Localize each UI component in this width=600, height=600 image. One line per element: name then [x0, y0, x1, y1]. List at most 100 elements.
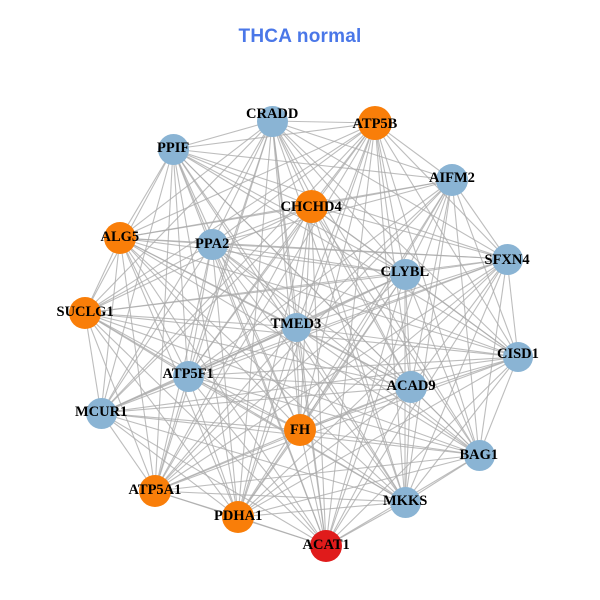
- graph-node-atp5a1[interactable]: [139, 475, 171, 507]
- graph-edge: [187, 375, 239, 518]
- graph-edge: [154, 454, 480, 492]
- graph-edge: [211, 243, 301, 431]
- graph-edge: [84, 312, 102, 414]
- graph-edge: [310, 205, 508, 260]
- graph-node-ppif[interactable]: [157, 133, 189, 165]
- graph-node-label-sfxn4: SFXN4: [484, 251, 530, 268]
- graph-node-label-clybl: CLYBL: [380, 263, 430, 280]
- graph-node-aifm2[interactable]: [436, 164, 468, 196]
- graph-edge: [310, 205, 412, 388]
- graph-node-bag1[interactable]: [463, 439, 495, 471]
- graph-edge: [154, 490, 406, 503]
- graph-edge: [237, 454, 480, 518]
- graph-edge: [410, 258, 508, 388]
- graph-edge: [506, 258, 519, 358]
- graph-node-mkks[interactable]: [389, 486, 421, 518]
- graph-node-label-suclg1: SUCLG1: [56, 303, 114, 320]
- graph-edge: [211, 205, 312, 245]
- graph-node-pdha1[interactable]: [222, 501, 254, 533]
- graph-node-label-atp5f1: ATP5F1: [162, 365, 214, 382]
- graph-node-label-cisd1: CISD1: [497, 345, 539, 362]
- graph-edge: [237, 273, 406, 518]
- graph-edge: [374, 122, 519, 358]
- graph-node-chchd4[interactable]: [294, 189, 328, 223]
- graph-node-alg5[interactable]: [104, 222, 136, 254]
- graph-edge: [271, 120, 453, 181]
- graph-edge: [119, 237, 327, 547]
- graph-edge: [187, 356, 519, 377]
- graph-edge: [187, 205, 312, 377]
- graph-edge: [84, 258, 508, 314]
- graph-edge: [187, 375, 412, 388]
- graph-edge: [211, 243, 406, 275]
- graph-edge: [295, 258, 508, 328]
- graph-edge: [100, 412, 239, 518]
- graph-edge: [119, 205, 312, 239]
- graph-edge: [84, 312, 327, 547]
- graph-edge: [172, 148, 508, 260]
- graph-edge: [119, 237, 480, 456]
- graph-edge: [172, 148, 312, 207]
- graph-node-acad9[interactable]: [395, 371, 427, 403]
- graph-node-label-mcur1: MCUR1: [75, 403, 128, 420]
- graph-edge: [119, 148, 174, 239]
- graph-edge: [187, 375, 480, 456]
- graph-node-cisd1[interactable]: [503, 342, 533, 372]
- graph-edge: [172, 148, 453, 181]
- graph-edge: [100, 120, 273, 414]
- graph-edge: [404, 179, 453, 275]
- graph-edge: [100, 412, 327, 547]
- graph-node-clybl[interactable]: [389, 258, 421, 290]
- graph-node-atp5b[interactable]: [358, 106, 392, 140]
- graph-edge: [119, 237, 406, 503]
- graph-edge: [271, 120, 406, 275]
- graph-edge: [404, 273, 519, 358]
- graph-edge: [325, 258, 508, 547]
- graph-edge: [100, 205, 312, 414]
- graph-edge: [172, 148, 189, 377]
- graph-node-label-alg5: ALG5: [100, 228, 140, 245]
- graph-edge: [478, 258, 508, 456]
- graph-edge: [154, 356, 519, 492]
- graph-node-label-aifm2: AIFM2: [429, 169, 475, 186]
- graph-edge: [154, 122, 376, 492]
- graph-node-ppa2[interactable]: [196, 228, 228, 260]
- graph-edge: [299, 429, 480, 456]
- graph-node-tmed3[interactable]: [281, 312, 311, 342]
- graph-node-fh[interactable]: [284, 414, 316, 446]
- graph-edge: [84, 312, 297, 328]
- graph-edge: [84, 120, 273, 314]
- graph-edge: [299, 429, 406, 503]
- graph-node-label-fh: FH: [290, 421, 311, 438]
- graph-node-label-ppa2: PPA2: [195, 235, 230, 252]
- graph-edge: [404, 356, 519, 503]
- graph-node-mcur1[interactable]: [85, 397, 117, 429]
- graph-edge: [154, 205, 312, 492]
- graph-edge: [295, 326, 301, 431]
- graph-edge: [100, 356, 519, 414]
- graph-edge: [84, 312, 480, 456]
- graph-edge: [404, 179, 453, 503]
- graph-node-suclg1[interactable]: [69, 297, 101, 329]
- graph-edge: [211, 243, 508, 260]
- graph-edge: [154, 326, 297, 492]
- graph-edge: [119, 237, 406, 275]
- graph-node-sfxn4[interactable]: [491, 243, 523, 275]
- graph-node-label-tmed3: TMED3: [270, 315, 322, 332]
- graph-edge: [237, 258, 508, 518]
- graph-edge: [404, 386, 412, 503]
- graph-edge: [295, 326, 480, 456]
- graph-edge: [404, 273, 480, 456]
- graph-node-atp5f1[interactable]: [172, 360, 204, 392]
- graph-edge: [299, 429, 327, 547]
- graph-node-acat1[interactable]: [310, 530, 342, 562]
- graph-node-label-pdha1: PDHA1: [214, 507, 263, 524]
- graph-edge: [374, 122, 406, 503]
- graph-edge: [325, 386, 412, 547]
- graph-node-cradd[interactable]: [256, 105, 288, 137]
- graph-edge: [172, 148, 406, 275]
- graph-edge: [271, 120, 412, 388]
- graph-edge: [237, 429, 301, 518]
- graph-edge: [100, 237, 121, 414]
